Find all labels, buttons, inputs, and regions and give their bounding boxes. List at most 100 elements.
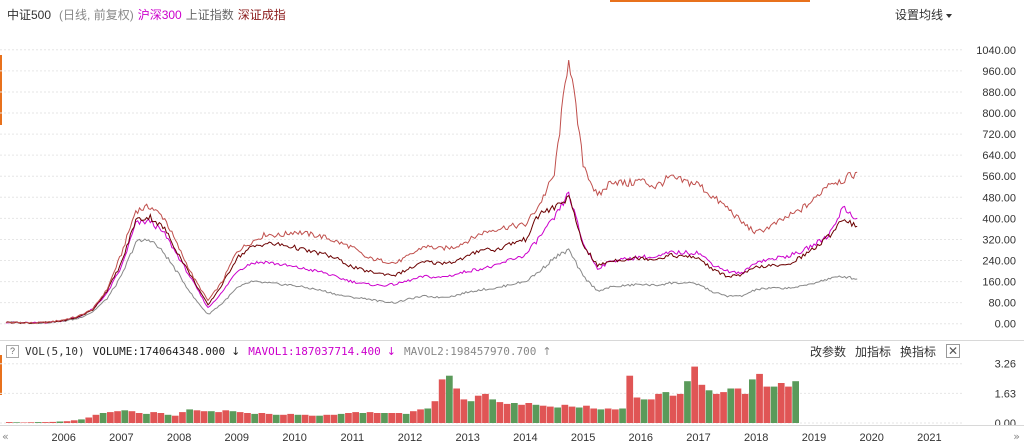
volume-bar [770,386,778,423]
volume-bar [229,411,237,423]
volume-bar [474,395,482,423]
volume-bar [583,405,590,423]
volume-bar [301,414,309,423]
x-tick-label: 2013 [455,432,480,444]
volume-bar [236,412,244,423]
volume-bar [547,406,554,423]
volume-bar [107,412,114,423]
y-tick-label: 560.00 [982,171,1016,183]
x-tick-label: 2019 [801,432,827,444]
volume-bar [63,421,71,423]
ma-setting-label: 设置均线 [894,8,943,22]
volume-bar [446,375,453,423]
top-accent-bar [610,0,810,2]
volume-bar [431,401,439,423]
volume-chart[interactable]: 0.00 1.63 3.26 [0,355,1024,425]
volume-bar [366,412,374,423]
arrow-down-icon: ↓ [386,344,396,358]
volume-bar [640,399,648,423]
volume-bar [85,417,93,423]
volume-bar [359,413,367,423]
volume-bar [49,421,56,423]
change-params-button[interactable]: 改参数 [810,344,847,359]
x-tick-label: 2016 [628,432,654,444]
y-tick-label: 800.00 [982,108,1016,120]
y-tick-label: 640.00 [982,150,1016,162]
legend-shenzhen[interactable]: 深证成指 [237,7,286,22]
volume-bar [294,414,302,423]
volume-bar [309,415,316,423]
volume-bar [78,419,85,423]
volume-bar [554,407,561,423]
volume-bar [13,422,20,423]
volume-bar [539,405,547,423]
volume-bar [381,413,388,423]
volume-bar [244,413,251,423]
volume-bar [518,404,525,423]
volume-bar [424,408,432,423]
y-tick-label: 0.00 [995,319,1016,331]
ma-setting-dropdown[interactable]: 设置均线 [895,6,952,23]
series-line-3 [5,194,858,325]
arrow-down-icon: ↓ [231,344,241,358]
x-tick-label: 2012 [397,432,423,444]
volume-bar [417,409,424,423]
y-tick-label: 960.00 [982,66,1016,78]
volume-bar [669,395,677,423]
volume-bar [612,409,619,423]
volume-bar [575,407,583,423]
volume-bar [734,388,742,423]
legend-subtitle: (日线, 前复权) [59,7,134,22]
x-tick-label: 2008 [166,432,192,444]
volume-bar [258,413,266,423]
add-indicator-button[interactable]: 加指标 [855,344,892,359]
volume-bar [27,422,35,423]
volume-bar [70,420,78,423]
volume-bar [756,373,763,423]
x-tick-label: 2017 [686,432,711,444]
volume-bar [337,413,345,423]
volume-bar [698,384,706,423]
volume-bar [121,410,129,423]
volume-bar [330,414,338,423]
series-line-1 [6,191,858,324]
volume-bar [590,408,597,423]
x-tick-label: 2020 [859,432,884,444]
legend-main-series: 中证500 [7,7,52,22]
y-tick-label: 400.00 [982,213,1016,225]
volume-bar [92,414,100,423]
volume-bar [193,410,201,423]
chart-legend: 中证500 (日线, 前复权) 沪深300 上证指数 深证成指 [7,6,290,22]
volume-bar [777,383,785,423]
volume-bar [208,411,215,423]
legend-shanghai[interactable]: 上证指数 [185,7,234,22]
volume-bar [345,413,352,423]
price-chart[interactable]: 0.00 80.00 160.00 240.00 320.00 400.00 480.00 5… [0,24,1024,340]
volume-bar [633,397,641,423]
scroll-left-icon[interactable]: « [2,430,9,443]
volume-bar [741,393,749,423]
left-accent-bar [0,55,2,125]
volume-bar [402,413,410,423]
volume-bar [280,414,287,423]
help-icon[interactable]: ? [6,344,19,358]
volume-bar [34,422,42,423]
x-tick-label: 2009 [224,432,250,444]
mavol1-value: MAVOL1:187037714.400 [248,344,381,358]
switch-indicator-button[interactable]: 换指标 [900,344,937,359]
indicator-toolbar: 改参数 加指标 换指标 ✕ [810,343,961,359]
volume-bar [511,403,518,423]
volume-bar [482,393,489,423]
volume-bar [489,399,496,423]
scroll-right-icon[interactable]: » [1013,430,1020,443]
volume-bar [792,381,799,423]
volume-value: VOLUME:174064348.000 [92,344,226,358]
close-icon[interactable]: ✕ [946,344,961,358]
y-tick-label: 1040.00 [976,45,1016,57]
legend-hs300[interactable]: 沪深300 [137,7,182,22]
y-tick-label: 240.00 [982,256,1016,268]
volume-bar [20,422,28,423]
volume-bar [619,408,626,423]
left-accent-bar-lower [0,355,2,395]
volume-bar [323,414,331,423]
